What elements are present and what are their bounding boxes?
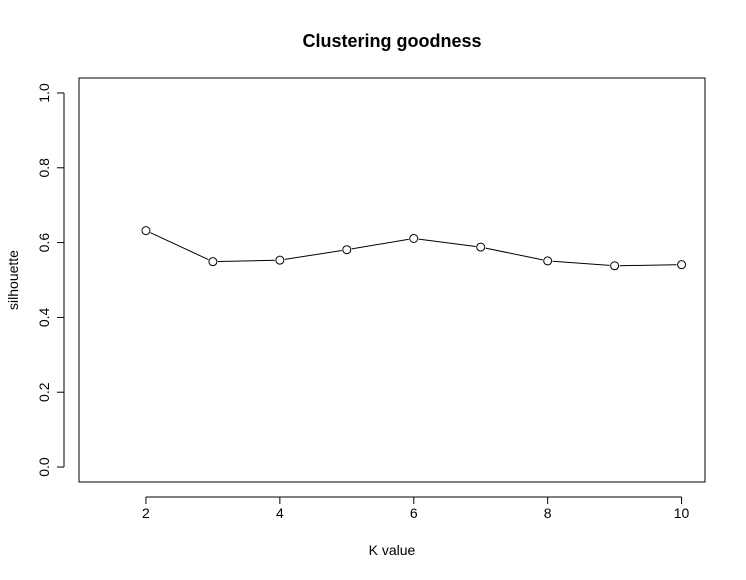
y-tick-label: 1.0 (36, 83, 52, 103)
x-axis: 2 4 6 8 10 (142, 496, 690, 521)
data-point (141, 226, 151, 236)
x-tick-label: 8 (544, 505, 552, 521)
y-tick-label: 0.6 (36, 233, 52, 253)
x-tick-label: 6 (410, 505, 418, 521)
series-silhouette (141, 226, 687, 271)
y-axis-label: silhouette (5, 250, 21, 310)
chart-title: Clustering goodness (302, 31, 481, 51)
series-segment (485, 247, 543, 261)
data-point (610, 261, 620, 271)
data-point (208, 257, 218, 267)
x-axis-label: K value (369, 542, 416, 558)
series-segment (619, 264, 677, 267)
plot-frame (78, 77, 706, 483)
data-point (275, 255, 285, 265)
x-tick-label: 2 (142, 505, 150, 521)
x-tick-label: 4 (276, 505, 284, 521)
series-segment (217, 259, 275, 263)
y-tick-label: 0.0 (36, 457, 52, 477)
data-point (409, 233, 419, 243)
y-tick-label: 0.4 (36, 307, 52, 327)
series-segment (150, 232, 209, 261)
x-tick-label: 10 (674, 505, 690, 521)
series-segment (284, 249, 342, 260)
series-segment (552, 260, 610, 266)
y-tick-label: 0.8 (36, 158, 52, 178)
series-segment (351, 238, 409, 250)
y-tick-label: 0.2 (36, 382, 52, 402)
y-axis: 0.0 0.2 0.4 0.6 0.8 1.0 (36, 83, 65, 477)
data-point (677, 260, 687, 270)
data-point (342, 245, 352, 255)
series-segment (418, 238, 476, 247)
data-point (543, 256, 553, 266)
data-point (476, 242, 486, 252)
